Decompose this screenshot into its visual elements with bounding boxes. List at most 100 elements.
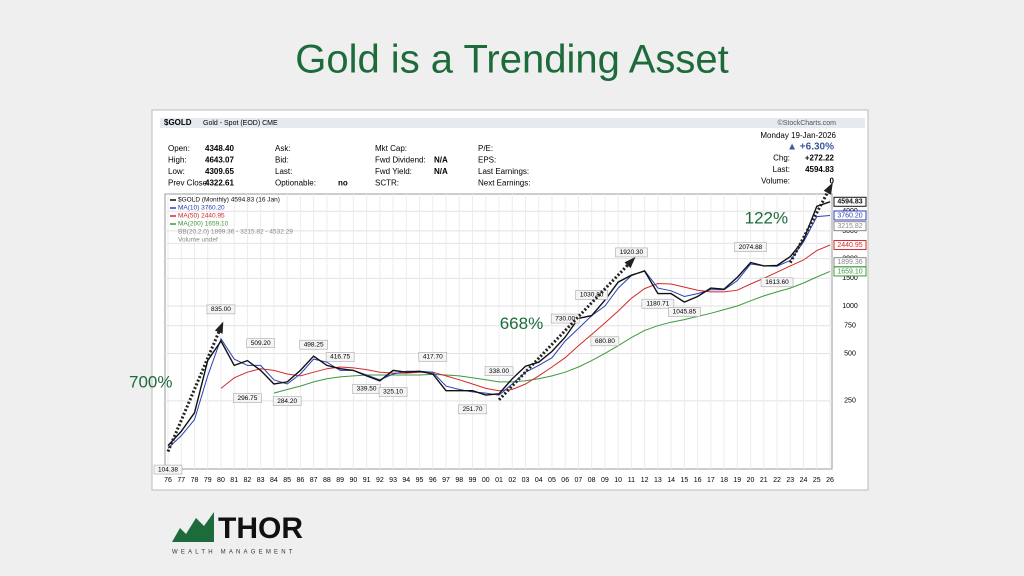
field-label: Bid: — [275, 156, 289, 165]
annotation-label: 339.50 — [357, 386, 377, 393]
y-tick-label: 1000 — [842, 303, 858, 310]
logo-name: THOR — [218, 512, 303, 545]
annotation-box — [575, 290, 608, 300]
annotation-box — [484, 366, 514, 376]
x-tick-label: 79 — [204, 477, 212, 484]
y-tick-label: 750 — [844, 323, 856, 330]
x-tick-label: 26 — [826, 477, 834, 484]
x-tick-label: 25 — [813, 477, 821, 484]
value-tag-box — [833, 266, 867, 277]
x-tick-label: 98 — [455, 477, 463, 484]
annotation-label: 1180.71 — [646, 300, 669, 307]
x-tick-label: 05 — [548, 477, 556, 484]
y-tick-label: 1500 — [842, 275, 858, 282]
description: Gold - Spot (EOD) CME — [203, 120, 278, 127]
x-tick-label: 90 — [349, 477, 357, 484]
quote-value: 0 — [830, 177, 835, 186]
annotation-label: 417.70 — [423, 353, 443, 360]
annotation-box — [590, 336, 620, 347]
annotation-label: 680.80 — [595, 338, 615, 345]
annotation-label: 730.00 — [555, 315, 575, 322]
annotation-label: 338.00 — [489, 368, 509, 375]
field-label: Optionable: — [275, 179, 316, 188]
annotation-label: 1920.30 — [620, 249, 644, 256]
value-tag-box — [833, 210, 867, 221]
field-value: N/A — [434, 167, 448, 176]
field-label: High: — [168, 156, 187, 165]
field-label: P/E: — [478, 144, 493, 153]
x-tick-label: 91 — [363, 477, 371, 484]
trend-arrowhead — [624, 256, 636, 269]
field-label: Ask: — [275, 144, 291, 153]
x-tick-label: 22 — [773, 477, 781, 484]
x-tick-label: 03 — [522, 477, 530, 484]
series-line — [167, 215, 831, 449]
annotation-label: 251.70 — [463, 406, 483, 413]
quote-label: Chg: — [773, 154, 790, 163]
x-tick-label: 10 — [614, 477, 622, 484]
legend-entry: MA(50) 2440.95 — [178, 213, 225, 220]
value-tag-box — [833, 221, 867, 232]
x-tick-label: 92 — [376, 477, 384, 484]
annotation-label: 325.10 — [383, 389, 403, 396]
value-tag: 4594.83 — [837, 199, 862, 206]
field-label: Low: — [168, 167, 185, 176]
annotation-label: 296.75 — [237, 395, 257, 402]
annotation-label: 498.25 — [304, 341, 324, 348]
x-tick-label: 21 — [760, 477, 768, 484]
logo: THOR WEALTH MANAGEMENT — [172, 512, 303, 556]
annotation-box — [458, 404, 487, 415]
trend-arrowhead — [214, 321, 224, 334]
annotation-box — [418, 351, 448, 362]
annotation-box — [734, 242, 767, 252]
symbol: $GOLD — [164, 118, 192, 127]
x-tick-label: 15 — [680, 477, 688, 484]
annotation-box — [641, 298, 675, 309]
x-tick-label: 06 — [561, 477, 569, 484]
x-tick-label: 14 — [667, 477, 675, 484]
x-tick-label: 82 — [244, 477, 252, 484]
annotation-label: 835.00 — [211, 306, 231, 313]
annotation-label: 416.75 — [330, 354, 350, 361]
x-tick-label: 01 — [495, 477, 503, 484]
x-tick-label: 12 — [641, 477, 649, 484]
field-value: N/A — [434, 156, 448, 165]
x-tick-label: 81 — [230, 477, 238, 484]
value-tag: 3215.82 — [837, 223, 862, 230]
annotation-box — [550, 313, 580, 324]
x-tick-label: 04 — [535, 477, 543, 484]
x-tick-label: 23 — [786, 477, 794, 484]
legend-entry: $GOLD (Monthly) 4594.83 (16 Jan) — [178, 197, 280, 204]
x-tick-label: 84 — [270, 477, 278, 484]
field-label: Prev Close: — [168, 179, 209, 188]
field-value: no — [338, 179, 348, 188]
x-tick-label: 07 — [575, 477, 583, 484]
legend-note: Volume undef — [178, 237, 218, 244]
x-tick-label: 87 — [310, 477, 318, 484]
field-value: 4348.40 — [205, 144, 234, 153]
quote-value: +272.22 — [805, 154, 835, 163]
x-tick-label: 80 — [217, 477, 225, 484]
field-label: Next Earnings: — [478, 179, 530, 188]
x-tick-label: 13 — [654, 477, 662, 484]
field-label: SCTR: — [375, 179, 399, 188]
quote-label: Last: — [773, 165, 790, 174]
x-tick-label: 09 — [601, 477, 609, 484]
logo-icon — [172, 512, 214, 542]
annotation-box — [206, 304, 236, 315]
field-label: Last Earnings: — [478, 167, 529, 176]
annotation-box — [153, 464, 183, 475]
x-tick-label: 19 — [733, 477, 741, 484]
x-tick-label: 86 — [297, 477, 305, 484]
y-tick-label: 250 — [844, 398, 856, 405]
x-tick-label: 20 — [747, 477, 755, 484]
annotation-label: 1030.80 — [580, 292, 604, 299]
annotation-label: 1613.60 — [765, 279, 789, 286]
annotation-box — [246, 338, 275, 348]
x-tick-label: 78 — [191, 477, 199, 484]
value-tag: 2440.95 — [837, 242, 862, 249]
annotation-box — [299, 339, 328, 350]
x-tick-label: 02 — [508, 477, 516, 484]
field-label: Open: — [168, 144, 190, 153]
y-tick-label: 3000 — [842, 228, 858, 235]
